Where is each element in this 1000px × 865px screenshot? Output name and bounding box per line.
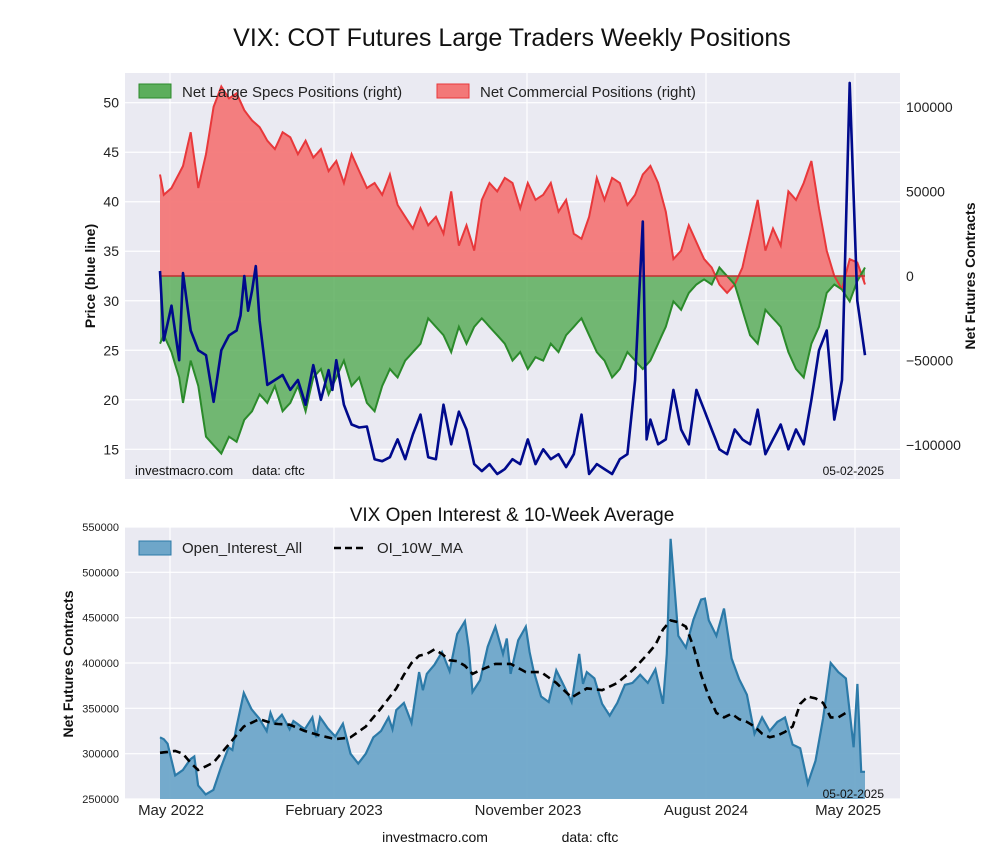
legend-swatch-specs [138,83,172,99]
legend-label-ma: OI_10W_MA [377,540,463,557]
bottom-legend: Open_Interest_All OI_10W_MA [138,540,463,557]
top-credit-site: investmacro.com [135,463,233,478]
top-credit-data: data: cftc [252,463,305,478]
top-date-label: 05-02-2025 [823,464,885,478]
top-right-tick-label: 0 [906,268,914,284]
top-left-tick-label: 20 [103,392,119,408]
commercial-area [160,86,865,293]
top-legend: Net Large Specs Positions (right) Net Co… [138,83,696,101]
top-left-tick-label: 15 [103,441,119,457]
top-axes: 15 20 25 30 35 40 45 50 −100000 −50000 0 50000 10000… [103,95,961,458]
legend-swatch-oi [138,540,172,556]
bottom-y-tick-label: 350000 [82,703,119,715]
bottom-y-tick-label: 400000 [82,658,119,670]
footer-site: investmacro.com [382,829,488,845]
legend-label-specs: Net Large Specs Positions (right) [182,84,402,101]
commercial-line [159,84,866,295]
price-line [158,81,867,476]
bottom-title: VIX Open Interest & 10-Week Average [350,505,675,526]
x-tick-label: February 2023 [285,802,383,819]
bottom-y-tick-label: 300000 [82,749,119,761]
legend-swatch-commercial [436,83,470,99]
top-left-tick-label: 45 [103,144,119,160]
x-tick-label: May 2025 [815,802,881,819]
top-left-tick-label: 30 [103,293,119,309]
bottom-date-label: 05-02-2025 [823,787,885,801]
top-plot-area [158,81,867,476]
bottom-axes: 250000 300000 350000 400000 450000 500000 5500… [82,522,881,819]
bottom-plot-area [159,538,865,799]
top-left-tick-label: 35 [103,243,119,259]
top-right-axis-label: Net Futures Contracts [962,202,978,349]
x-tick-label: August 2024 [664,802,748,819]
bottom-y-tick-label: 250000 [82,794,119,806]
top-left-tick-label: 50 [103,95,119,111]
top-right-tick-label: −50000 [906,353,953,369]
top-left-tick-label: 40 [103,194,119,210]
specs-line [159,265,866,456]
legend-label-commercial: Net Commercial Positions (right) [480,84,696,101]
footer-data-source: data: cftc [562,829,619,845]
top-right-tick-label: 50000 [906,183,945,199]
top-right-tick-label: 100000 [906,99,953,115]
bottom-axis-label: Net Futures Contracts [60,590,76,737]
x-tick-label: November 2023 [475,802,582,819]
bottom-y-tick-label: 500000 [82,567,119,579]
bottom-y-tick-label: 550000 [82,522,119,534]
top-right-tick-label: −100000 [906,437,961,453]
top-left-tick-label: 25 [103,342,119,358]
x-tick-label: May 2022 [138,802,204,819]
bottom-y-tick-label: 450000 [82,613,119,625]
legend-label-oi: Open_Interest_All [182,540,302,557]
top-left-axis-label: Price (blue line) [82,224,98,328]
main-title: VIX: COT Futures Large Traders Weekly Po… [233,24,791,52]
